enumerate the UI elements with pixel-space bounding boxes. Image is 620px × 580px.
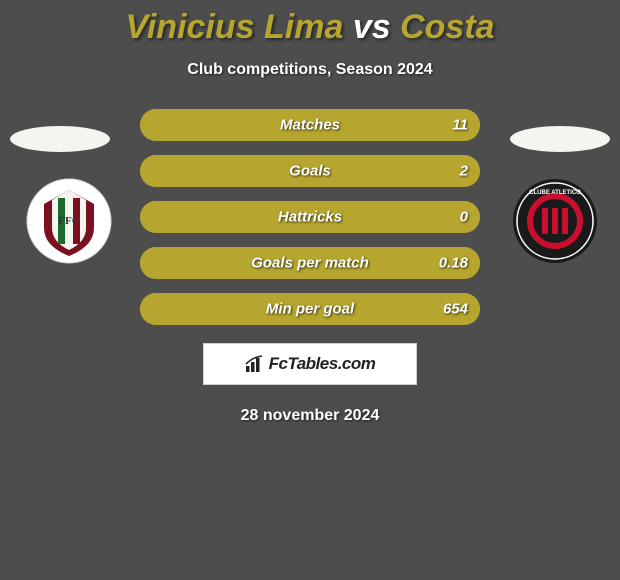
svg-text:FFC: FFC (58, 215, 79, 227)
comparison-title: Vinicius Lima vs Costa (0, 0, 620, 47)
stat-bar-right-value: 11 (452, 117, 468, 134)
stat-bar: Goals per match 0.18 (140, 247, 480, 279)
subtitle: Club competitions, Season 2024 (0, 61, 620, 79)
stat-bar-right-value: 654 (443, 301, 468, 318)
svg-text:CLUBE ATLETICO: CLUBE ATLETICO (529, 190, 581, 196)
atletico-pr-crest-icon: CLUBE ATLETICO (512, 178, 598, 264)
vs-text: vs (353, 8, 391, 46)
stat-bar: Goals 2 (140, 155, 480, 187)
fctables-logo-text: FcTables.com (269, 354, 376, 374)
stat-bar-right-value: 2 (460, 163, 468, 180)
stat-bar-label: Goals per match (251, 255, 369, 272)
stat-bar-right-value: 0 (460, 209, 468, 226)
bar-chart-icon (245, 355, 265, 373)
stat-bar-label: Goals (289, 163, 331, 180)
player2-crest: CLUBE ATLETICO (512, 178, 598, 264)
stat-bar-label: Hattricks (278, 209, 342, 226)
player2-ellipse (510, 126, 610, 152)
stat-bar-right-value: 0.18 (439, 255, 468, 272)
player1-name: Vinicius Lima (125, 8, 343, 46)
stat-bar: Min per goal 654 (140, 293, 480, 325)
stat-bar: Matches 11 (140, 109, 480, 141)
player1-ellipse (10, 126, 110, 152)
player2-name: Costa (400, 8, 494, 46)
fluminense-crest-icon: FFC (26, 178, 112, 264)
date-text: 28 november 2024 (0, 407, 620, 425)
stat-bar: Hattricks 0 (140, 201, 480, 233)
player1-crest: FFC (26, 178, 112, 264)
stat-bar-label: Min per goal (266, 301, 354, 318)
fctables-logo[interactable]: FcTables.com (203, 343, 417, 385)
stat-bar-label: Matches (280, 117, 340, 134)
